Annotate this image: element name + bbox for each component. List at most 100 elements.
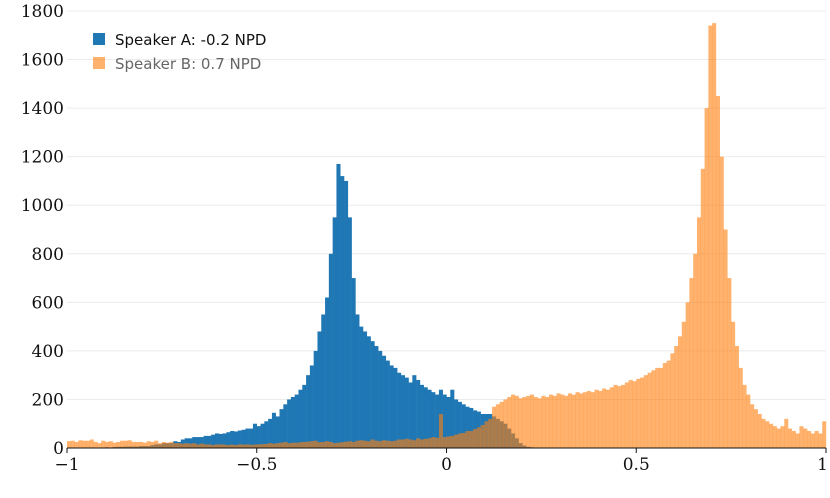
histogram-bar — [82, 440, 87, 448]
histogram-bar — [454, 399, 459, 448]
histogram-bar — [237, 430, 242, 448]
histogram-bar — [279, 442, 284, 448]
histogram-bar — [374, 346, 379, 448]
histogram-bar — [366, 336, 371, 448]
histogram-bar — [283, 404, 288, 448]
histogram-bar — [670, 353, 675, 448]
histogram-bar — [336, 442, 341, 448]
histogram-bar — [203, 435, 208, 448]
histogram-bar — [154, 440, 159, 448]
histogram-bar — [780, 426, 785, 448]
histogram-bar — [492, 406, 497, 448]
histogram-bar — [552, 395, 557, 448]
histogram-bar — [419, 439, 424, 448]
histogram-bar — [336, 163, 341, 448]
histogram-bar — [503, 399, 508, 448]
histogram-bar — [602, 388, 607, 448]
histogram-bar — [564, 395, 569, 448]
histogram-bar — [344, 441, 349, 448]
histogram-bar — [233, 431, 239, 448]
histogram-bar — [560, 394, 565, 448]
histogram-bar — [742, 384, 747, 448]
histogram-bar — [378, 350, 383, 448]
histogram-bar — [89, 439, 94, 448]
histogram-bar — [685, 302, 690, 448]
histogram-bar — [321, 441, 326, 448]
histogram-bar — [332, 217, 337, 448]
histogram-bar — [222, 444, 227, 448]
histogram-bar — [446, 397, 451, 448]
histogram-bar — [268, 443, 273, 448]
histogram-bar — [435, 394, 440, 448]
histogram-bar — [158, 443, 163, 448]
histogram-bar — [526, 395, 531, 448]
histogram-bar — [150, 441, 155, 448]
histogram-bar — [586, 390, 591, 448]
series-speaker-a — [101, 163, 542, 449]
histogram-bar — [734, 346, 739, 448]
histogram-bar — [507, 397, 512, 448]
histogram-bar — [450, 389, 455, 448]
histogram-bar — [666, 360, 671, 448]
histogram-bar — [454, 434, 459, 448]
histogram-bar — [412, 375, 417, 448]
series-speaker-b — [67, 23, 827, 449]
histogram-bar — [344, 180, 349, 448]
histogram-bar — [332, 443, 337, 448]
histogram-bar — [196, 437, 201, 448]
histogram-bar — [370, 341, 375, 448]
histogram-bar — [123, 440, 128, 448]
histogram-bar — [397, 372, 402, 448]
histogram-bar — [313, 440, 318, 448]
histogram-bar — [165, 442, 170, 448]
histogram-bar — [514, 395, 519, 448]
legend: Speaker A: -0.2 NPD Speaker B: 0.7 NPD — [93, 31, 266, 73]
histogram-bar — [135, 441, 140, 448]
histogram-bar — [340, 176, 345, 449]
histogram-bar — [613, 384, 618, 448]
histogram-bar — [677, 336, 683, 448]
histogram-bar — [290, 397, 295, 448]
histogram-bar — [738, 367, 743, 448]
histogram-bar — [290, 442, 295, 448]
histogram-bar — [309, 365, 314, 448]
histogram-bar — [359, 326, 364, 448]
histogram-bar — [218, 444, 223, 448]
histogram-bar — [423, 438, 428, 448]
histogram-bar — [408, 439, 413, 448]
histogram-bar — [302, 441, 307, 448]
histogram-bar — [108, 441, 113, 448]
histogram-bar — [397, 439, 402, 448]
histogram-bar — [423, 387, 428, 448]
histogram-bar — [325, 441, 330, 448]
histogram-bar — [662, 363, 667, 448]
histogram-bar — [674, 346, 679, 448]
histogram-bar — [279, 409, 284, 448]
histogram-bar — [142, 442, 147, 448]
histogram-bar — [518, 398, 523, 448]
histogram-bar — [442, 394, 447, 448]
histogram-bar — [325, 297, 330, 448]
y-tick-label: 600 — [32, 293, 64, 313]
histogram-bar — [545, 397, 550, 448]
y-tick-label: 800 — [32, 245, 64, 265]
legend-swatch-speaker-a — [93, 33, 105, 45]
histogram-bar — [211, 445, 216, 448]
legend-swatch-speaker-b — [93, 57, 105, 69]
histogram-bar — [723, 229, 728, 448]
histogram-bar — [753, 409, 758, 448]
histogram-bar — [85, 440, 91, 448]
legend-label-speaker-a: Speaker A: -0.2 NPD — [115, 31, 266, 49]
histogram-bar — [249, 444, 254, 448]
histogram-bar — [404, 438, 409, 448]
x-tick-label: −1 — [54, 455, 79, 475]
histogram-bar — [693, 253, 698, 448]
histogram-bar — [571, 394, 576, 448]
histogram-bar — [366, 441, 371, 448]
histogram-bar — [480, 424, 485, 448]
histogram-bar — [370, 439, 375, 448]
histogram-bar — [233, 445, 239, 448]
histogram-bar — [533, 397, 538, 448]
histogram-bar — [351, 441, 356, 448]
histogram-bar — [328, 441, 333, 448]
